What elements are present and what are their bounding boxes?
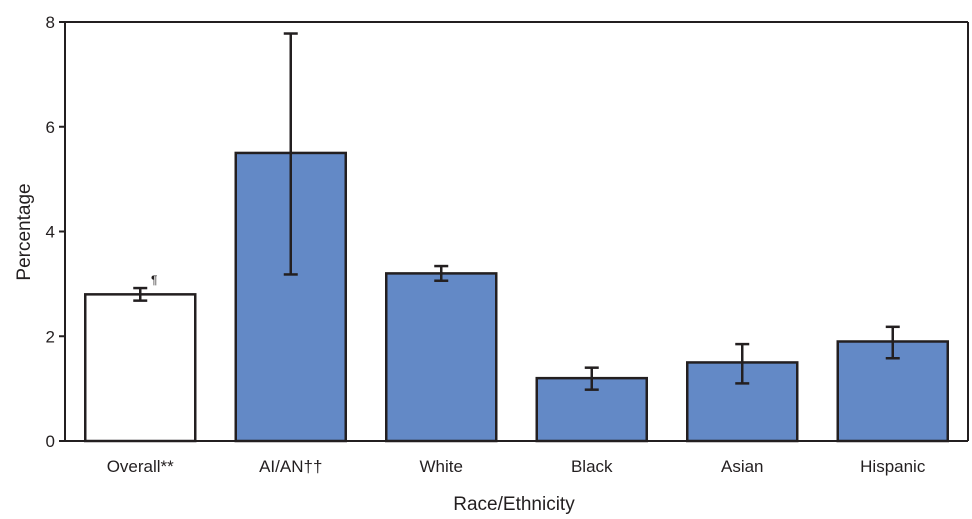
x-tick-label: AI/AN†† <box>259 457 322 476</box>
x-tick-label: Hispanic <box>860 457 926 476</box>
x-tick-labels: Overall** AI/AN†† White Black Asian Hispanic <box>107 457 926 476</box>
y-tick-label: 6 <box>46 118 55 137</box>
bar <box>385 272 498 443</box>
error-bars: ¶ <box>133 32 900 391</box>
x-tick-label: Asian <box>721 457 764 476</box>
x-axis-title: Race/Ethnicity <box>453 494 575 515</box>
y-ticks: 0 2 4 6 8 <box>46 13 65 451</box>
y-axis-title: Percentage <box>14 183 35 280</box>
bars <box>84 151 949 443</box>
bar <box>84 293 197 443</box>
x-tick-label: Black <box>571 457 613 476</box>
annotation-label: ¶ <box>151 273 157 287</box>
y-tick-label: 8 <box>46 13 55 32</box>
axes <box>64 21 969 442</box>
x-tick-label: White <box>420 457 463 476</box>
y-tick-label: 4 <box>46 223 55 242</box>
y-tick-label: 2 <box>46 327 55 346</box>
y-tick-label: 0 <box>46 432 55 451</box>
x-tick-label: Overall** <box>107 457 174 476</box>
